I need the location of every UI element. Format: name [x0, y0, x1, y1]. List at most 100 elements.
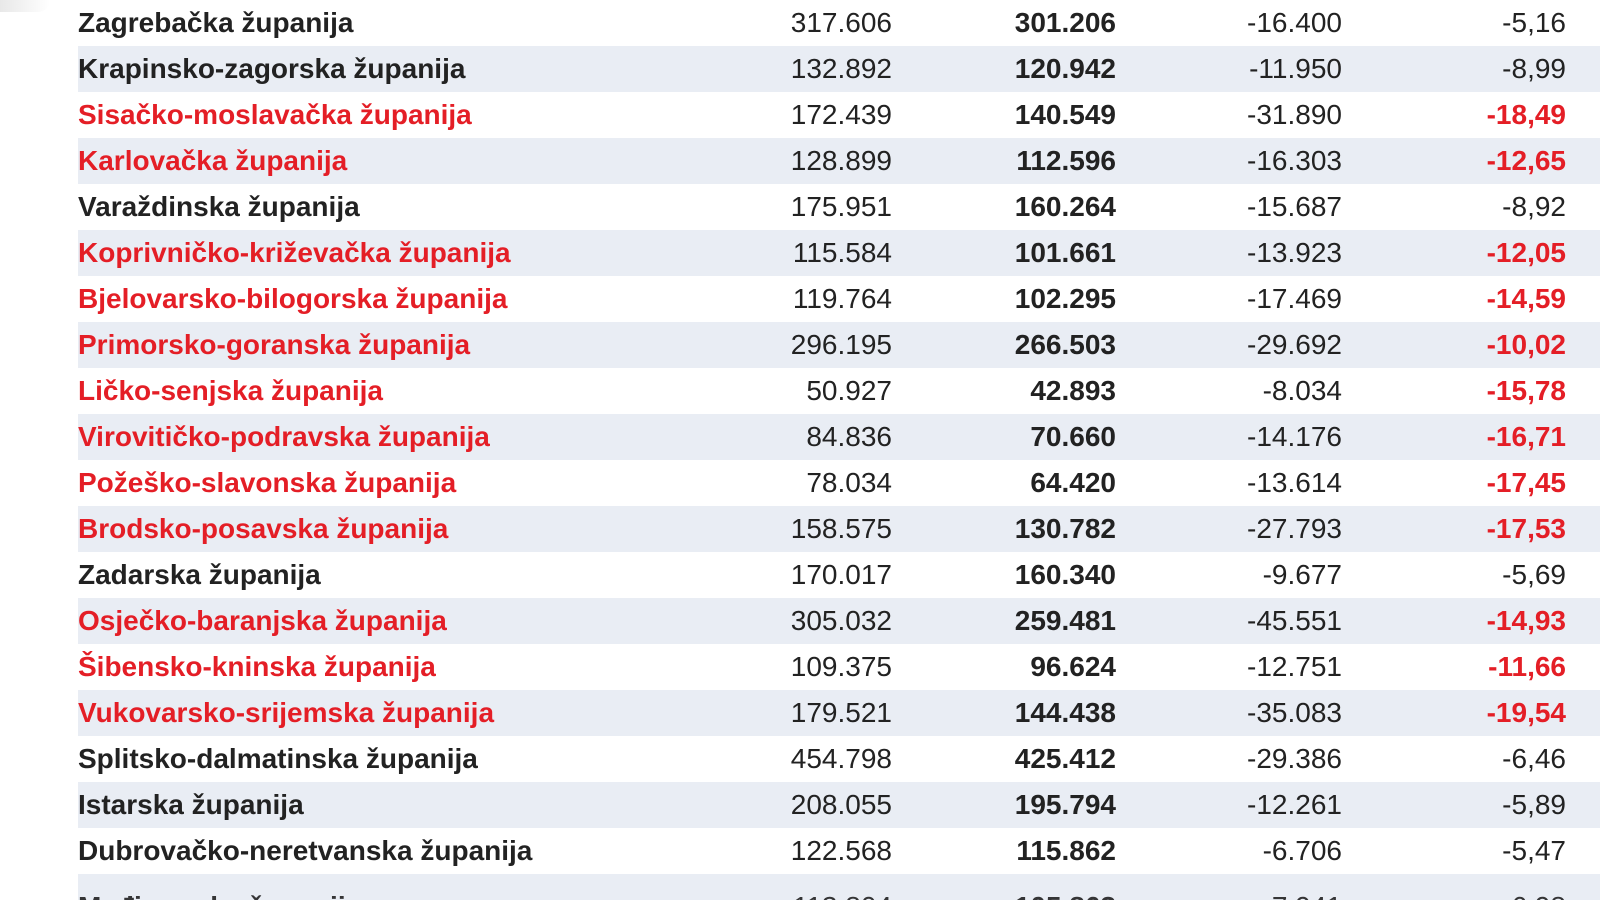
value-difference: -31.890 — [1247, 99, 1342, 130]
value-second: 42.893 — [1030, 375, 1116, 406]
county-name: Dubrovačko-neretvanska županija — [78, 835, 533, 866]
value-first: 170.017 — [790, 559, 892, 590]
value-difference: -14.176 — [1247, 421, 1342, 452]
county-name: Primorsko-goranska županija — [78, 329, 471, 360]
value-second: 195.794 — [1014, 789, 1116, 820]
value-difference: -12.261 — [1247, 789, 1342, 820]
value-percent-change: -5,16 — [1502, 7, 1566, 38]
value-first: 84.836 — [806, 421, 892, 452]
table-row: Dubrovačko-neretvanska županija 122.568 … — [78, 828, 1600, 874]
value-difference: -13.923 — [1247, 237, 1342, 268]
value-difference: -17.469 — [1247, 283, 1342, 314]
table-row: Ličko-senjska županija 50.927 42.893 -8.… — [78, 368, 1600, 414]
value-difference: -29.386 — [1247, 743, 1342, 774]
value-difference: -11.950 — [1249, 53, 1342, 84]
value-difference: -7.941 — [1263, 884, 1342, 900]
value-difference: -35.083 — [1247, 697, 1342, 728]
value-second: 64.420 — [1030, 467, 1116, 498]
county-name: Šibensko-kninska županija — [78, 651, 436, 682]
county-name: Karlovačka županija — [78, 145, 348, 176]
value-difference: -13.614 — [1247, 467, 1342, 498]
table-row: Požeško-slavonska županija 78.034 64.420… — [78, 460, 1600, 506]
value-percent-change: -17,53 — [1486, 513, 1566, 544]
value-difference: -6.706 — [1262, 835, 1342, 866]
value-second: 160.340 — [1014, 559, 1116, 590]
county-name: Vukovarsko-srijemska županija — [78, 697, 495, 728]
value-second: 112.596 — [1016, 145, 1116, 176]
value-first: 175.951 — [790, 191, 892, 222]
scan-corner-artifact — [0, 0, 50, 12]
value-percent-change: -16,71 — [1486, 421, 1566, 452]
value-first: 172.439 — [790, 99, 892, 130]
value-difference: -9.677 — [1262, 559, 1342, 590]
value-first: 50.927 — [806, 375, 892, 406]
value-percent-change: -14,59 — [1486, 283, 1566, 314]
value-percent-change: -8,99 — [1502, 53, 1566, 84]
value-second: 120.942 — [1014, 53, 1116, 84]
county-population-table: Zagrebačka županija 317.606 301.206 -16.… — [78, 0, 1600, 900]
value-second: 105.863 — [1015, 884, 1116, 900]
table-row: Istarska županija 208.055 195.794 -12.26… — [78, 782, 1600, 828]
table-row: Splitsko-dalmatinska županija 454.798 42… — [78, 736, 1600, 782]
value-second: 301.206 — [1014, 7, 1116, 38]
value-percent-change: -6,46 — [1502, 743, 1566, 774]
county-name: Osječko-baranjska županija — [78, 605, 447, 636]
county-name: Bjelovarsko-bilogorska županija — [78, 283, 508, 314]
value-percent-change: -17,45 — [1486, 467, 1566, 498]
value-percent-change: -6,98 — [1502, 884, 1566, 900]
value-percent-change: -12,05 — [1486, 237, 1566, 268]
value-difference: -12.751 — [1247, 651, 1342, 682]
value-first: 113.804 — [793, 884, 892, 900]
value-second: 130.782 — [1014, 513, 1116, 544]
value-first: 317.606 — [790, 7, 892, 38]
value-percent-change: -11,66 — [1488, 651, 1566, 682]
value-difference: -27.793 — [1247, 513, 1342, 544]
value-difference: -16.400 — [1247, 7, 1342, 38]
table-row: Šibensko-kninska županija 109.375 96.624… — [78, 644, 1600, 690]
table-row: Zagrebačka županija 317.606 301.206 -16.… — [78, 0, 1600, 46]
value-second: 102.295 — [1014, 283, 1116, 314]
county-name: Koprivničko-križevačka županija — [78, 237, 511, 268]
table-row: Karlovačka županija 128.899 112.596 -16.… — [78, 138, 1600, 184]
value-second: 425.412 — [1014, 743, 1116, 774]
table-row: Varaždinska županija 175.951 160.264 -15… — [78, 184, 1600, 230]
value-first: 454.798 — [790, 743, 892, 774]
county-name: Brodsko-posavska županija — [78, 513, 449, 544]
value-percent-change: -14,93 — [1486, 605, 1566, 636]
value-first: 128.899 — [790, 145, 892, 176]
value-first: 109.375 — [790, 651, 892, 682]
table-row: Osječko-baranjska županija 305.032 259.4… — [78, 598, 1600, 644]
value-first: 115.584 — [792, 237, 892, 268]
value-second: 160.264 — [1014, 191, 1116, 222]
table-row: Brodsko-posavska županija 158.575 130.78… — [78, 506, 1600, 552]
value-second: 140.549 — [1014, 99, 1116, 130]
value-difference: -15.687 — [1247, 191, 1342, 222]
value-percent-change: -5,89 — [1502, 789, 1566, 820]
table-row: Primorsko-goranska županija 296.195 266.… — [78, 322, 1600, 368]
value-first: 179.521 — [790, 697, 892, 728]
table-row-partial: Međimurska županija 113.804 105.863 -7.9… — [78, 874, 1600, 900]
county-name: Međimurska županija — [78, 884, 361, 900]
county-name: Splitsko-dalmatinska županija — [78, 743, 478, 774]
value-first: 158.575 — [790, 513, 892, 544]
value-percent-change: -5,47 — [1502, 835, 1566, 866]
value-second: 266.503 — [1014, 329, 1116, 360]
value-first: 296.195 — [790, 329, 892, 360]
table-row: Krapinsko-zagorska županija 132.892 120.… — [78, 46, 1600, 92]
value-difference: -8.034 — [1262, 375, 1342, 406]
value-percent-change: -5,69 — [1502, 559, 1566, 590]
value-first: 122.568 — [790, 835, 892, 866]
value-percent-change: -8,92 — [1502, 191, 1566, 222]
value-first: 78.034 — [806, 467, 892, 498]
table-row: Bjelovarsko-bilogorska županija 119.764 … — [78, 276, 1600, 322]
table-row: Vukovarsko-srijemska županija 179.521 14… — [78, 690, 1600, 736]
value-difference: -16.303 — [1247, 145, 1342, 176]
table-row: Zadarska županija 170.017 160.340 -9.677… — [78, 552, 1600, 598]
county-name: Varaždinska županija — [78, 191, 360, 222]
county-name: Krapinsko-zagorska županija — [78, 53, 466, 84]
value-first: 119.764 — [792, 283, 892, 314]
value-first: 132.892 — [790, 53, 892, 84]
county-name: Zadarska županija — [78, 559, 321, 590]
value-second: 101.661 — [1014, 237, 1116, 268]
value-first: 305.032 — [790, 605, 892, 636]
